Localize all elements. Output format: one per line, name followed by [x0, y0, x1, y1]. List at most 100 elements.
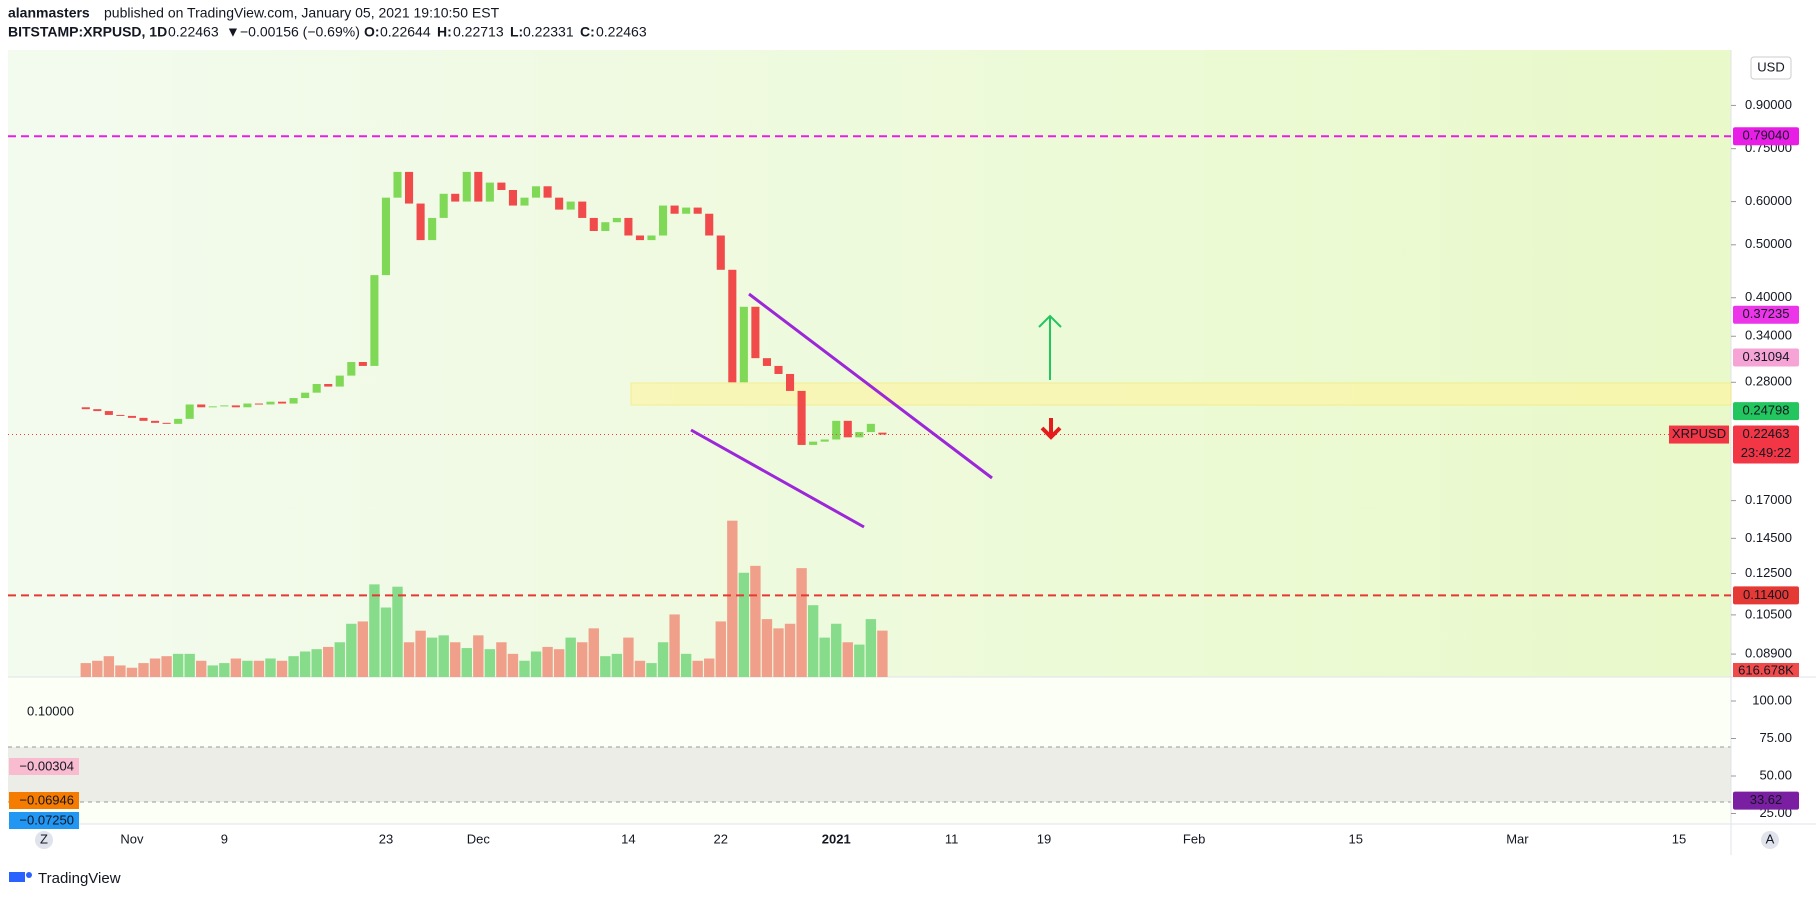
candle-body: [612, 217, 621, 223]
volume-bar: [865, 619, 877, 677]
candle-body: [462, 171, 471, 202]
time-label: 2021: [822, 831, 851, 846]
symbol: BITSTAMP:XRPUSD, 1D: [8, 24, 167, 40]
candle-body: [774, 365, 783, 374]
candle-body: [278, 401, 287, 404]
macd-box: [9, 792, 79, 809]
volume-bar: [403, 642, 415, 677]
volume-bar: [519, 660, 530, 677]
candle-body: [289, 398, 298, 404]
macd-box: [9, 758, 79, 775]
candle-body: [832, 420, 841, 440]
volume-bar: [299, 651, 311, 677]
header-arrow: ▼: [226, 24, 240, 40]
macd-box: [9, 812, 79, 829]
volume-bar: [392, 586, 403, 677]
candle-body: [347, 362, 356, 376]
candle-body: [797, 390, 806, 445]
volume-bar: [831, 623, 842, 677]
candle-body: [174, 418, 183, 424]
candle-body: [231, 405, 240, 408]
candle-body: [589, 217, 598, 231]
candle-body: [520, 197, 529, 206]
symbol-box: [1669, 425, 1729, 444]
volume-bar: [807, 605, 819, 677]
candle-body: [532, 186, 541, 198]
candle-body: [162, 422, 171, 424]
candle-body: [208, 406, 217, 408]
header-change: −0.00156 (−0.69%): [240, 24, 360, 40]
candle-body: [151, 420, 160, 423]
price-tick-label: 0.90000: [1745, 97, 1792, 112]
candle-body: [751, 306, 760, 359]
candle-body: [762, 358, 771, 366]
candle-body: [485, 182, 494, 202]
volume-bar: [750, 565, 761, 677]
candle-body: [393, 171, 402, 198]
volume-bar: [138, 663, 149, 677]
price-tick-label: 0.60000: [1745, 193, 1792, 208]
volume-bar: [80, 663, 91, 677]
up-arrow: [1038, 314, 1062, 380]
candle-body: [728, 269, 737, 383]
c-label: C:: [580, 24, 595, 40]
symbol-label: XRPUSD: [1672, 426, 1726, 441]
volume-bar: [623, 637, 634, 677]
logo: [9, 872, 32, 882]
o-label: O:: [364, 24, 380, 40]
volume-bar: [172, 653, 184, 677]
time-label: Nov: [120, 831, 144, 846]
z-button[interactable]: [35, 831, 53, 849]
candle-body: [254, 403, 263, 405]
candle-body: [693, 207, 702, 214]
candle-body: [324, 383, 333, 387]
price-label-box: [1733, 305, 1799, 324]
last-price-label: 0.22463: [1743, 426, 1790, 441]
rsi-band: [8, 747, 1731, 802]
candle-body: [301, 392, 310, 399]
volume-label-box: [1733, 663, 1799, 677]
price-label-box: [1733, 127, 1799, 146]
candle-body: [358, 362, 367, 366]
volume-bar: [646, 663, 657, 677]
volume-bar: [346, 623, 357, 677]
brand[interactable]: TradingView: [38, 870, 121, 887]
volume-bar: [657, 642, 669, 677]
price-tick-label: 0.34000: [1745, 328, 1792, 343]
volume-bar: [207, 665, 218, 677]
volume-bar: [450, 642, 461, 677]
volume-bar: [288, 656, 299, 677]
volume-bar: [196, 660, 207, 677]
author: alanmasters: [8, 5, 90, 21]
volume-bar: [323, 646, 334, 677]
volume-bar: [877, 630, 888, 677]
volume-bar: [103, 656, 115, 677]
last-price-box: [1733, 425, 1799, 464]
time-label: 15: [1349, 831, 1363, 846]
price-tick-label: 0.08900: [1745, 646, 1792, 661]
osc-tick-label: 75.00: [1759, 730, 1792, 745]
time-label: Mar: [1506, 831, 1529, 846]
currency-box[interactable]: [1750, 56, 1792, 80]
currency[interactable]: USD: [1757, 59, 1784, 74]
price-tick-label: 0.50000: [1745, 236, 1792, 251]
candle-body: [266, 401, 275, 405]
a-label[interactable]: A: [1766, 831, 1775, 846]
time-label: 22: [714, 831, 728, 846]
volume-bar: [357, 621, 369, 677]
volume-bar: [600, 656, 611, 677]
price-label: 0.79040: [1743, 128, 1790, 143]
candle-body: [335, 375, 344, 387]
volume-bar: [819, 637, 830, 677]
z-label[interactable]: Z: [40, 831, 48, 846]
candle-body: [705, 213, 714, 236]
volume-bar: [115, 665, 126, 677]
price-tick-label: 0.14500: [1745, 530, 1792, 545]
time-label: 11: [945, 831, 959, 846]
candle-body: [451, 193, 460, 202]
a-button[interactable]: [1761, 831, 1779, 849]
volume-bar: [715, 621, 726, 677]
candle-body: [555, 197, 564, 210]
support-zone: [630, 382, 1732, 406]
volume-bar: [126, 667, 138, 677]
